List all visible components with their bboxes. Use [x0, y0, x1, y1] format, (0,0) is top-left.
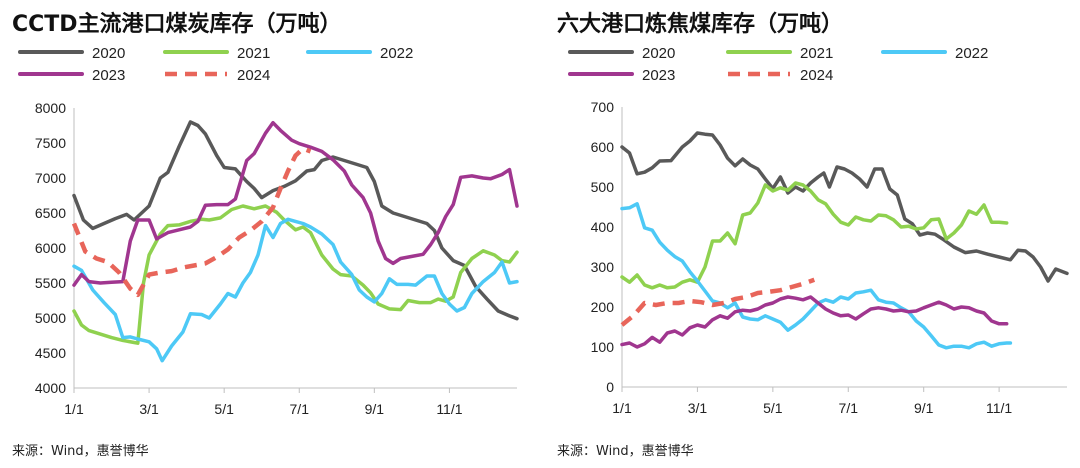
series-line-2023: [620, 295, 1009, 349]
y-tick-label: 200: [591, 299, 615, 315]
legend-label-2024: 2024: [800, 67, 833, 84]
series-line-2020: [620, 131, 1069, 283]
x-tick-label: 1/1: [612, 400, 632, 416]
y-tick-label: 4500: [35, 345, 66, 361]
series-line-2022: [620, 202, 1013, 350]
chart-title: CCTD主流港口煤炭库存（万吨）: [12, 12, 342, 37]
chart-title: 六大港口炼焦煤库存（万吨）: [557, 12, 844, 37]
legend-label-2022: 2022: [955, 45, 988, 62]
legend-label-2023: 2023: [92, 67, 125, 84]
series-line-2024: [71, 146, 312, 298]
y-tick-label: 300: [591, 259, 615, 275]
y-tick-label: 8000: [35, 100, 66, 116]
y-tick-label: 4000: [35, 380, 66, 396]
cctd-coal-panel: CCTD主流港口煤炭库存（万吨） 4000 4500 5000 5500 6000 650…: [12, 12, 519, 459]
series-line-2021: [72, 204, 519, 345]
x-tick-label: 7/1: [839, 400, 859, 416]
x-tick-label: 9/1: [914, 400, 934, 416]
source-note: 来源：Wind，惠誉博华: [557, 444, 694, 459]
y-tick-label: 5500: [35, 275, 66, 291]
y-tick-label: 100: [591, 339, 615, 355]
coking-coal-panel: 六大港口炼焦煤库存（万吨） 0 100 200 300 400 500 600 700 1/1 3…: [545, 0, 1080, 468]
series-line-2022: [72, 217, 519, 363]
y-tick-label: 500: [591, 179, 615, 195]
y-tick-label: 6000: [35, 240, 66, 256]
cctd-coal-chart: 4000 4500 5000 5500 6000 6500 7000 7500 8000 1/1 3…: [18, 45, 519, 417]
y-tick-label: 700: [591, 99, 615, 115]
series-line-2023: [72, 120, 519, 287]
coking-coal-chart: 0 100 200 300 400 500 600 700 1/1 3/1 5/1 7/1 9/1 11/…: [568, 45, 1069, 416]
source-note: 来源：Wind，惠誉博华: [12, 444, 149, 459]
x-tick-label: 9/1: [365, 401, 385, 417]
y-tick-label: 6500: [35, 205, 66, 221]
legend-label-2022: 2022: [380, 45, 413, 62]
y-tick-label: 400: [591, 219, 615, 235]
y-tick-label: 0: [606, 379, 614, 395]
x-tick-label: 5/1: [214, 401, 234, 417]
x-tick-label: 1/1: [64, 401, 84, 417]
series-line-2021: [620, 181, 1009, 290]
legend-label-2020: 2020: [92, 45, 125, 62]
legend-label-2021: 2021: [237, 45, 270, 62]
legend-label-2024: 2024: [237, 67, 270, 84]
x-tick-label: 3/1: [688, 400, 708, 416]
x-tick-label: 5/1: [763, 400, 783, 416]
x-tick-label: 11/1: [436, 401, 462, 417]
x-tick-label: 7/1: [290, 401, 310, 417]
x-tick-label: 11/1: [986, 400, 1012, 416]
series-line-2020: [72, 120, 519, 321]
y-tick-label: 5000: [35, 310, 66, 326]
legend-label-2020: 2020: [642, 45, 675, 62]
legend-label-2021: 2021: [800, 45, 833, 62]
legend-label-2023: 2023: [642, 67, 675, 84]
y-tick-label: 600: [591, 139, 615, 155]
x-tick-label: 3/1: [139, 401, 159, 417]
y-tick-label: 7500: [35, 135, 66, 151]
series-line-2024: [620, 277, 816, 327]
y-tick-label: 7000: [35, 170, 66, 186]
